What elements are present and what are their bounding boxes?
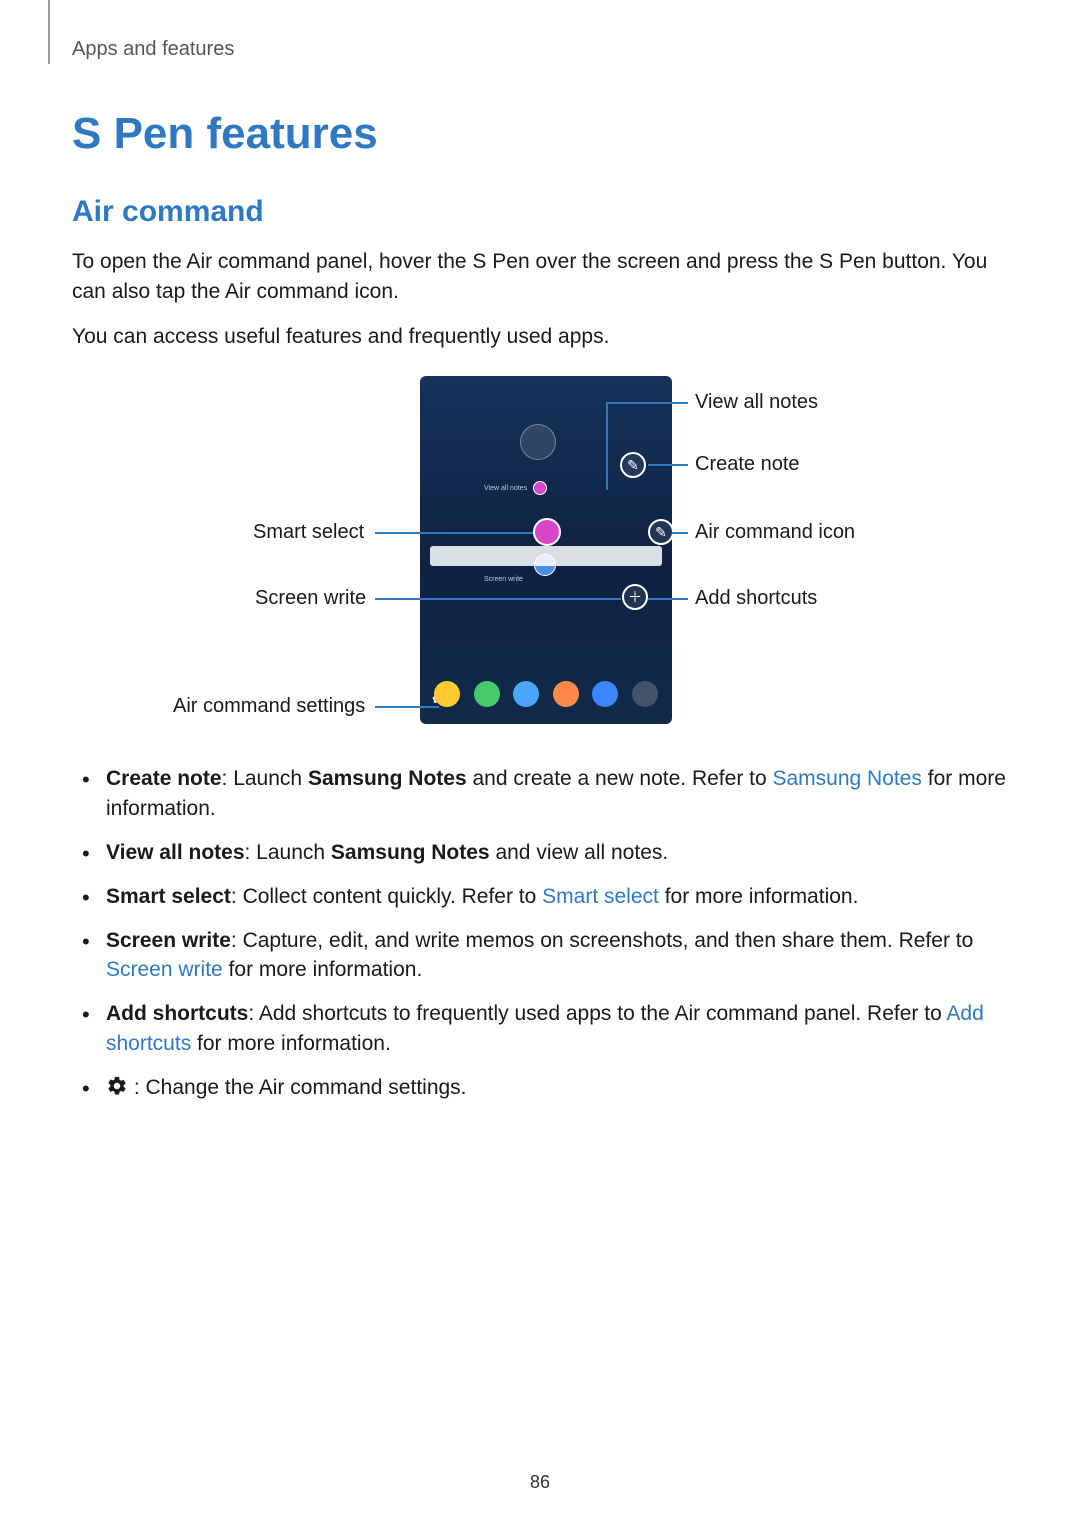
- feature-text: and view all notes.: [490, 841, 669, 864]
- screen-write-link[interactable]: Screen write: [106, 958, 223, 981]
- decorative-left-rule: [48, 0, 50, 64]
- weather-icon: [520, 424, 556, 460]
- phone-mock: View all notes ✎ ✎ Screen write ＋ ✿: [420, 376, 672, 724]
- page-title: S Pen features: [72, 109, 1008, 159]
- air-command-figure: View all notes ✎ ✎ Screen write ＋ ✿ View…: [85, 376, 995, 736]
- leader-line: [606, 402, 608, 490]
- feature-text: : Collect content quickly. Refer to: [231, 885, 542, 908]
- callout-screen-write: Screen write: [255, 587, 366, 610]
- list-item: View all notes: Launch Samsung Notes and…: [72, 838, 1008, 868]
- section-title: Air command: [72, 195, 1008, 229]
- phone-view-all-label: View all notes: [484, 481, 564, 495]
- list-item: Add shortcuts: Add shortcuts to frequent…: [72, 999, 1008, 1059]
- feature-text: and create a new note. Refer to: [467, 767, 773, 790]
- leader-line: [648, 598, 688, 600]
- leader-line: [375, 532, 533, 534]
- callout-create-note: Create note: [695, 453, 800, 476]
- callout-air-command-settings: Air command settings: [173, 695, 365, 718]
- page-number: 86: [0, 1472, 1080, 1493]
- leader-line: [648, 464, 688, 466]
- callout-add-shortcuts: Add shortcuts: [695, 587, 817, 610]
- phone-dock: [434, 676, 658, 712]
- list-item: Smart select: Collect content quickly. R…: [72, 882, 1008, 912]
- phone-screen-write-label: Screen write: [484, 573, 588, 585]
- add-shortcuts-icon: ＋: [622, 584, 648, 610]
- smart-select-link[interactable]: Smart select: [542, 885, 659, 908]
- list-item: Create note: Launch Samsung Notes and cr…: [72, 764, 1008, 824]
- feature-text: for more information.: [659, 885, 859, 908]
- feature-text: : Capture, edit, and write memos on scre…: [231, 929, 973, 952]
- samsung-notes-link[interactable]: Samsung Notes: [773, 767, 922, 790]
- leader-line: [672, 532, 688, 534]
- callout-view-all-notes: View all notes: [695, 391, 818, 414]
- list-item: Screen write: Capture, edit, and write m…: [72, 926, 1008, 986]
- feature-text: : Launch: [222, 767, 308, 790]
- phone-searchbar: [430, 546, 662, 566]
- leader-line: [606, 402, 688, 404]
- feature-title: Add shortcuts: [106, 1002, 248, 1025]
- callout-air-command-icon: Air command icon: [695, 521, 855, 544]
- leader-line: [375, 706, 439, 708]
- feature-text: for more information.: [223, 958, 423, 981]
- create-note-icon: ✎: [620, 452, 646, 478]
- feature-title: Screen write: [106, 929, 231, 952]
- feature-text: for more information.: [191, 1032, 391, 1055]
- feature-title: Smart select: [106, 885, 231, 908]
- feature-text: : Change the Air command settings.: [128, 1076, 467, 1099]
- feature-bold: Samsung Notes: [331, 841, 490, 864]
- feature-title: Create note: [106, 767, 222, 790]
- gear-icon: [106, 1075, 128, 1106]
- intro-paragraph-2: You can access useful features and frequ…: [72, 322, 1008, 352]
- intro-paragraph-1: To open the Air command panel, hover the…: [72, 247, 1008, 308]
- air-command-icon: ✎: [648, 519, 672, 545]
- feature-text: : Add shortcuts to frequently used apps …: [248, 1002, 946, 1025]
- leader-line: [375, 598, 621, 600]
- feature-list: Create note: Launch Samsung Notes and cr…: [72, 764, 1008, 1105]
- callout-smart-select: Smart select: [253, 521, 364, 544]
- feature-title: View all notes: [106, 841, 245, 864]
- breadcrumb: Apps and features: [72, 38, 1008, 61]
- smart-select-icon: [533, 518, 561, 546]
- feature-text: : Launch: [245, 841, 331, 864]
- feature-bold: Samsung Notes: [308, 767, 467, 790]
- list-item: : Change the Air command settings.: [72, 1073, 1008, 1106]
